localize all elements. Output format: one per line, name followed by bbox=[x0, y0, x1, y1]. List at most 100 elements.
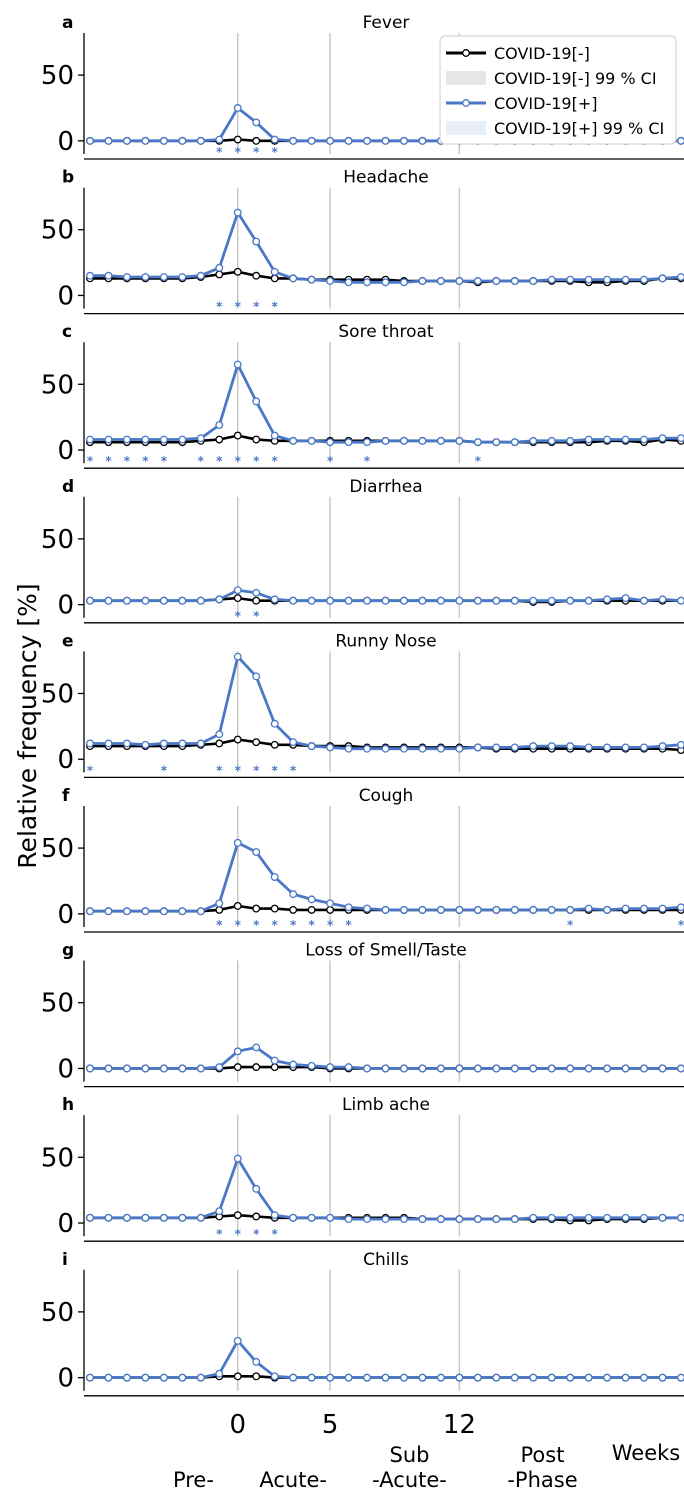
covid-positive-point bbox=[159, 596, 168, 605]
significance-marker: * bbox=[308, 918, 315, 932]
covid-positive-point bbox=[418, 1064, 427, 1073]
covid-positive-point bbox=[566, 1213, 575, 1222]
covid-positive-point bbox=[252, 1184, 261, 1193]
significance-marker: * bbox=[142, 454, 149, 468]
covid-positive-point bbox=[455, 436, 464, 445]
covid-positive-point bbox=[86, 435, 94, 444]
covid-positive-point bbox=[584, 275, 593, 284]
panel-letter: e bbox=[62, 631, 74, 651]
covid-positive-point bbox=[178, 1213, 187, 1222]
covid-positive-point bbox=[566, 436, 575, 445]
covid-positive-point bbox=[547, 905, 556, 914]
covid-positive-point bbox=[529, 905, 538, 914]
significance-marker: * bbox=[235, 763, 242, 777]
panel-e: 0 50 e Runny Nose * * * * * * * bbox=[41, 631, 684, 779]
covid-positive-point bbox=[252, 588, 261, 597]
panel-g: 0 50 g Loss of Smell/Taste bbox=[41, 941, 684, 1088]
significance-marker: * bbox=[253, 145, 260, 159]
covid-positive-point bbox=[159, 907, 168, 916]
significance-marker: * bbox=[235, 918, 242, 932]
y-tick-label: 0 bbox=[57, 591, 74, 621]
covid-positive-point bbox=[215, 421, 224, 430]
covid-positive-point bbox=[621, 1213, 630, 1222]
covid-positive-point bbox=[270, 873, 279, 881]
significance-marker: * bbox=[345, 918, 352, 932]
covid-negative-point bbox=[233, 1211, 242, 1220]
covid-positive-point bbox=[326, 438, 335, 447]
covid-positive-point bbox=[122, 136, 131, 145]
covid-positive-point bbox=[566, 1373, 575, 1382]
significance-marker: * bbox=[253, 300, 260, 314]
covid-positive-point bbox=[436, 277, 445, 285]
covid-positive-point bbox=[640, 904, 649, 913]
phase-label: Acute- bbox=[259, 1468, 327, 1492]
covid-positive-point bbox=[455, 277, 464, 285]
y-tick-label: 50 bbox=[41, 834, 74, 864]
significance-marker: * bbox=[272, 145, 279, 159]
y-tick-label: 0 bbox=[57, 281, 74, 311]
covid-positive-point bbox=[473, 438, 482, 447]
covid-positive-point bbox=[344, 278, 353, 287]
covid-positive-point bbox=[492, 743, 501, 752]
covid-positive-point bbox=[418, 1373, 427, 1382]
covid-positive-point bbox=[196, 136, 205, 145]
covid-negative-point bbox=[270, 1063, 279, 1072]
covid-positive-point bbox=[215, 263, 224, 272]
covid-positive-point bbox=[400, 1373, 408, 1382]
covid-negative-point bbox=[215, 435, 224, 444]
covid-positive-point bbox=[400, 278, 408, 287]
significance-marker: * bbox=[290, 918, 297, 932]
covid-positive-point bbox=[141, 740, 150, 749]
covid-positive-point bbox=[510, 277, 519, 285]
covid-positive-point bbox=[381, 1373, 390, 1382]
covid-positive-point bbox=[658, 742, 667, 751]
significance-marker: * bbox=[87, 454, 94, 468]
covid-positive-point bbox=[400, 744, 408, 753]
panel-c: 0 50 c Sore throat * * * * * * * * * * * * * bbox=[41, 322, 684, 469]
significance-marker: * bbox=[272, 918, 279, 932]
covid-positive-point bbox=[584, 435, 593, 444]
covid-positive-point bbox=[400, 596, 408, 605]
covid-positive-point bbox=[141, 435, 150, 444]
covid-positive-point bbox=[326, 1063, 335, 1072]
significance-marker: * bbox=[567, 918, 574, 932]
covid-positive-point bbox=[677, 740, 684, 749]
phase-label: Pre- bbox=[173, 1468, 214, 1492]
covid-positive-point bbox=[326, 277, 335, 285]
covid-positive-point bbox=[363, 278, 371, 287]
covid-positive-point bbox=[252, 237, 261, 246]
covid-positive-point bbox=[400, 905, 408, 914]
covid-positive-line bbox=[90, 1339, 681, 1379]
covid-positive-point bbox=[122, 435, 131, 444]
covid-positive-point bbox=[159, 136, 168, 145]
covid-positive-point bbox=[196, 1064, 205, 1073]
covid-positive-point bbox=[122, 907, 131, 916]
covid-positive-point bbox=[141, 273, 150, 281]
covid-positive-point bbox=[307, 895, 316, 904]
covid-negative-point bbox=[326, 905, 335, 914]
significance-marker: * bbox=[678, 918, 684, 932]
significance-marker: * bbox=[235, 300, 242, 314]
covid-positive-point bbox=[178, 435, 187, 444]
covid-negative-point bbox=[252, 1063, 261, 1072]
covid-positive-point bbox=[159, 1213, 168, 1222]
covid-positive-point bbox=[196, 1373, 205, 1382]
covid-positive-point bbox=[289, 1213, 298, 1222]
covid-negative-point bbox=[270, 740, 279, 749]
y-tick-label: 50 bbox=[41, 679, 74, 709]
significance-marker: * bbox=[235, 145, 242, 159]
y-tick-label: 50 bbox=[41, 61, 74, 91]
covid-positive-point bbox=[86, 739, 94, 748]
covid-positive-point bbox=[621, 743, 630, 752]
covid-positive-point bbox=[104, 1064, 113, 1073]
covid-positive-point bbox=[344, 596, 353, 605]
significance-marker: * bbox=[161, 454, 168, 468]
covid-positive-point bbox=[436, 905, 445, 914]
covid-positive-line bbox=[90, 363, 681, 444]
covid-positive-point bbox=[233, 360, 242, 369]
covid-positive-point bbox=[289, 436, 298, 445]
covid-positive-point bbox=[122, 1064, 131, 1073]
covid-positive-point bbox=[122, 1373, 131, 1382]
covid-positive-point bbox=[677, 136, 684, 145]
panel-title: Fever bbox=[363, 13, 410, 33]
